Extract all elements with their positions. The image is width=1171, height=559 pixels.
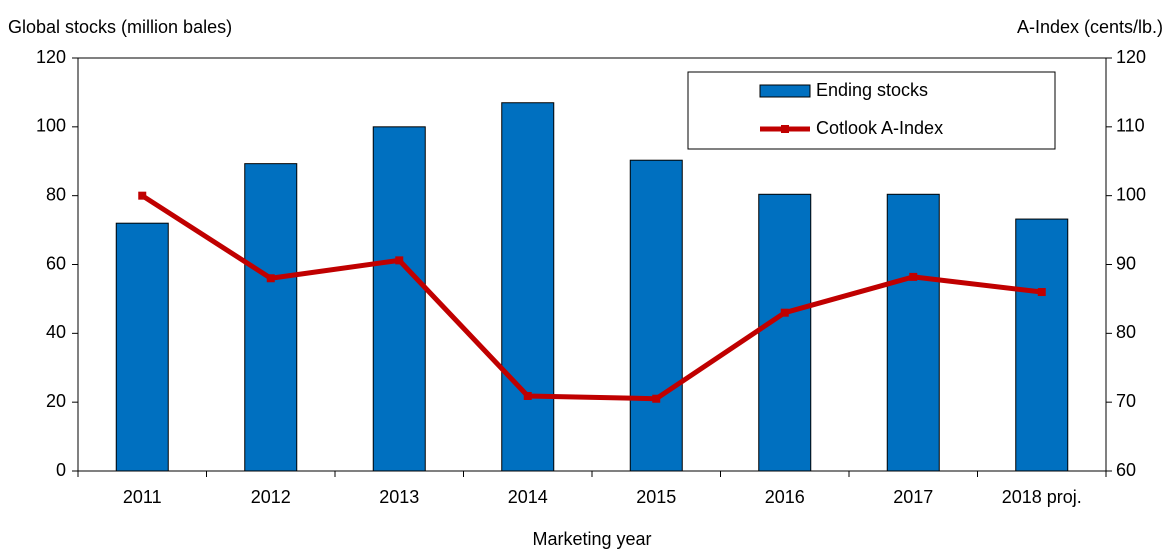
x-tick-label: 2013 [379,487,419,507]
marker [652,394,661,403]
y2-tick-label: 110 [1116,116,1145,136]
y2-tick-label: 90 [1116,253,1136,273]
y-tick-label: 20 [46,391,66,411]
bar [244,163,298,472]
y-tick-label: 80 [46,184,66,204]
y2-tick-label: 120 [1116,47,1146,67]
bar [629,159,683,472]
x-tick-label: 2018 proj. [1002,487,1082,507]
line [140,193,1043,402]
x-tick-label: 2012 [251,487,291,507]
marker [138,191,147,200]
bar [372,126,426,472]
legend-label: Ending stocks [816,80,928,100]
marker [780,308,789,317]
y2-tick-label: 80 [1116,322,1136,342]
marker [266,274,275,283]
y2-tick-label: 70 [1116,391,1136,411]
y2-tick-label: 100 [1116,184,1146,204]
marker [909,272,918,281]
bar [1015,218,1069,472]
y-tick-label: 40 [46,322,66,342]
marker [523,391,532,400]
bar [115,222,169,472]
y-tick-label: 100 [36,116,66,136]
x-tick-label: 2011 [123,487,162,507]
y-tick-label: 0 [56,460,66,480]
y-tick-label: 120 [36,47,66,67]
x-tick-label: 2015 [636,487,676,507]
x-tick-label: 2016 [765,487,805,507]
y2-tick-label: 60 [1116,460,1136,480]
x-axis-label: Marketing year [532,529,651,549]
bar [501,102,555,472]
y-tick-label: 60 [46,253,66,273]
bar [758,193,812,472]
y2-axis-label: A-Index (cents/lb.) [1017,17,1163,37]
x-tick-label: 2014 [508,487,548,507]
legend-swatch [759,84,811,98]
legend-marker [781,125,789,133]
bar [886,193,940,472]
marker [1037,288,1046,297]
y-axis-label: Global stocks (million bales) [8,17,232,37]
legend-label: Cotlook A-Index [816,118,943,138]
marker [395,256,404,265]
x-tick-label: 2017 [893,487,933,507]
legend-box [687,71,1056,150]
